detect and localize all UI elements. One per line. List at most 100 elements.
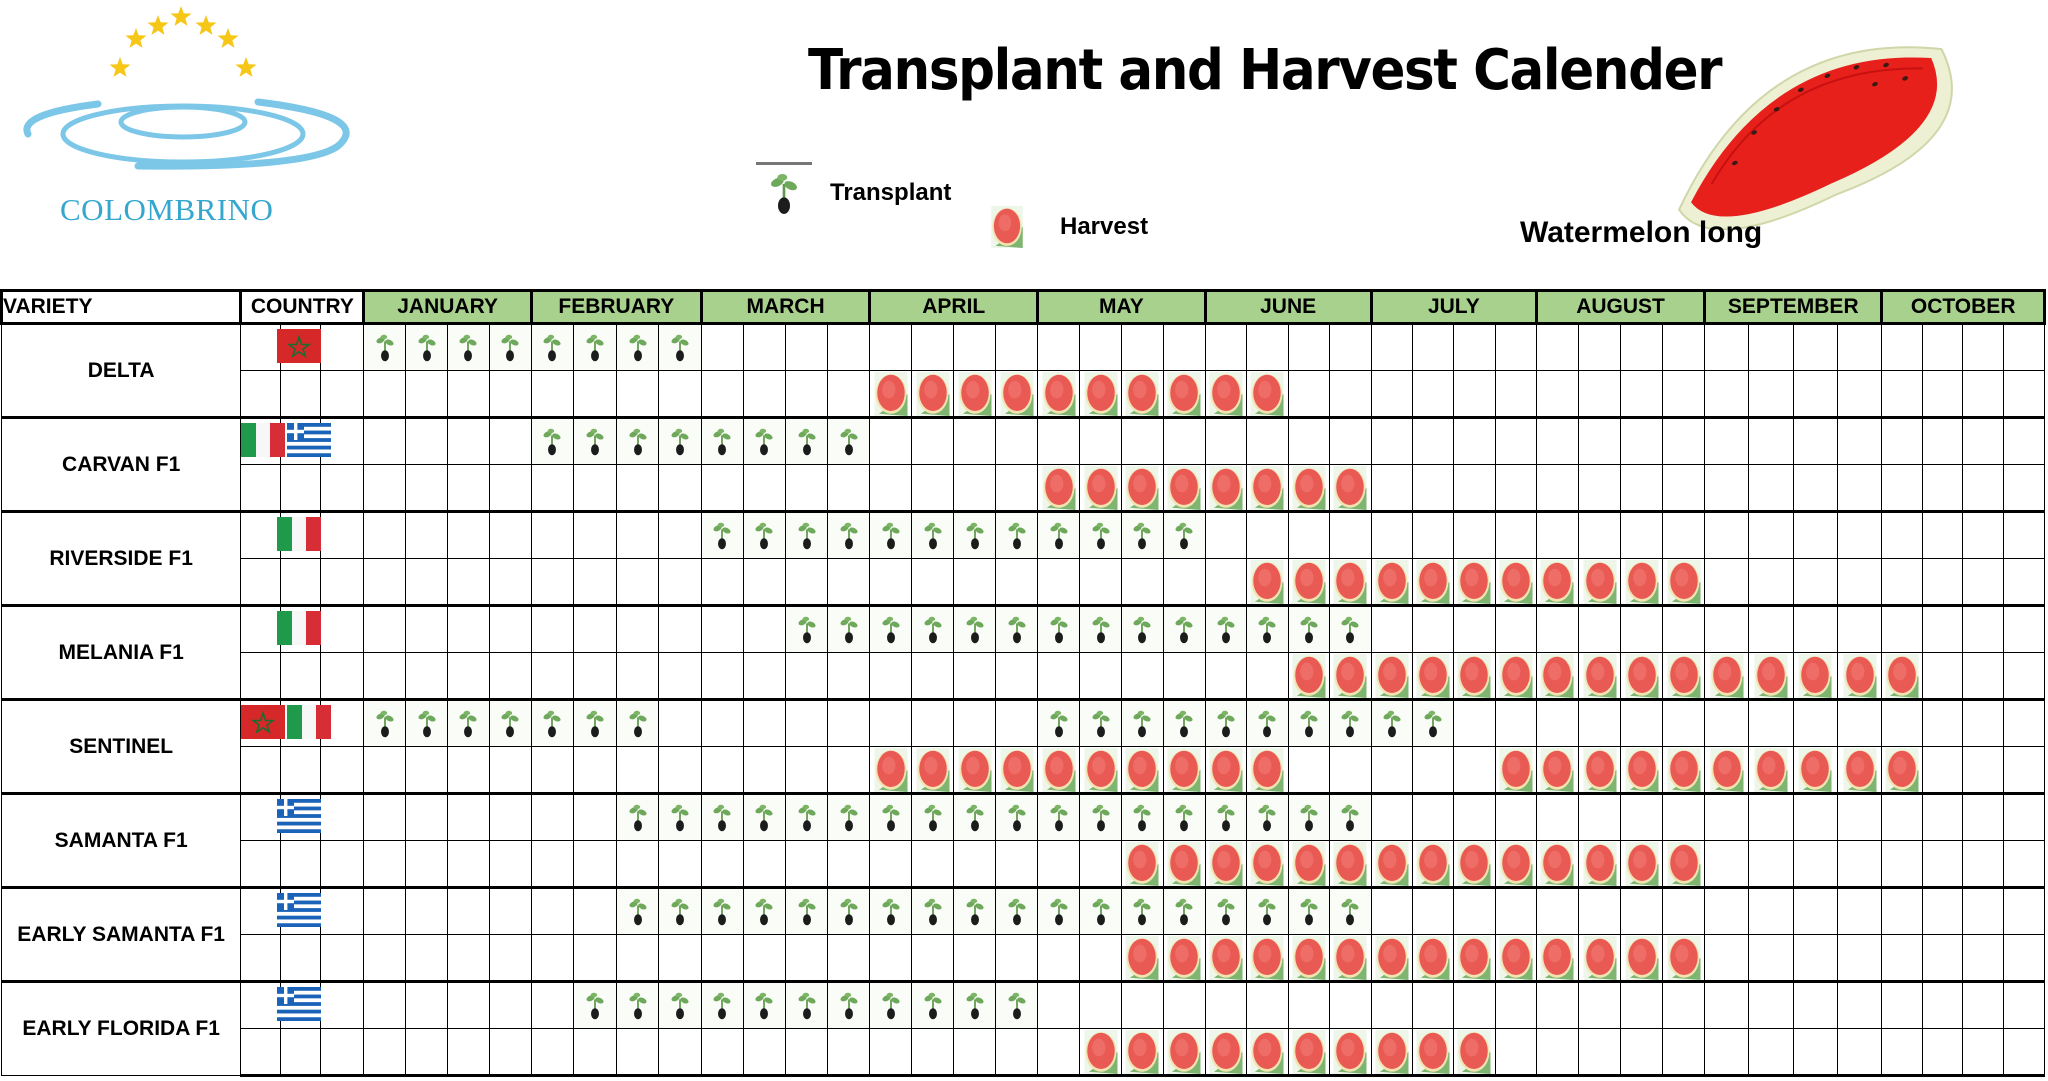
week-cell [1287,370,1331,418]
country-cell [320,934,365,982]
week-cell [1494,792,1537,841]
week-cell [1246,604,1289,653]
week-cell [1704,698,1750,747]
week-cell [1412,416,1455,465]
week-cell [1246,510,1289,559]
week-cell [1079,886,1122,935]
week-cell [1962,1028,2004,1077]
seedling-icon [828,607,870,652]
week-cell [447,698,490,747]
week-cell [1120,652,1164,700]
week-cell [953,886,997,935]
watermelon-icon [1663,747,1704,792]
week-cell [1577,792,1622,841]
week-cell [1620,322,1664,371]
week-cell [1204,464,1248,512]
country-cell [240,370,282,418]
watermelon-icon [1579,747,1620,792]
week-cell [1792,558,1839,606]
week-cell [1370,558,1414,606]
country-cell [240,792,322,841]
week-cell [658,322,702,371]
header-variety: VARIETY [0,289,243,325]
watermelon-icon [1794,747,1837,792]
week-cell [1412,558,1455,606]
week-cell [615,840,660,888]
table-row: EARLY FLORIDA F1 [0,980,2045,1076]
watermelon-icon [1882,747,1922,792]
week-cell [1037,840,1081,888]
week-cell [1577,604,1622,653]
week-cell [405,698,449,747]
week-cell [488,510,532,559]
week-cell [869,322,913,371]
watermelon-icon [1247,465,1288,510]
week-cell [447,416,490,465]
watermelon-icon [986,206,1028,248]
week-cell [995,510,1039,559]
seedling-icon [828,795,870,840]
week-cell [742,698,787,747]
week-cell [615,464,660,512]
week-cell [1535,370,1579,418]
week-cell [530,792,575,841]
watermelon-icon [1080,371,1121,416]
watermelon-icon [1289,935,1330,980]
week-cell [2003,698,2045,747]
week-cell [1370,322,1414,371]
week-cell [405,558,449,606]
week-cell [1577,980,1622,1029]
seedling-icon [996,795,1038,840]
week-cell [1662,558,1706,606]
week-cell [530,604,575,653]
week-cell [405,980,449,1029]
week-cell [488,1028,532,1077]
week-cell [363,840,407,888]
week-cell [488,416,532,465]
week-cell [1494,558,1537,606]
watermelon-icon [1247,935,1288,980]
week-cell [1494,604,1537,653]
watermelon-icon [1122,935,1163,980]
week-cell [1079,934,1122,982]
week-cell [785,604,829,653]
week-cell [1412,980,1455,1029]
seedling-icon [870,795,912,840]
week-cell [1748,934,1794,982]
week-cell [869,934,913,982]
week-cell [658,698,702,747]
week-cell [1535,886,1579,935]
watermelon-icon [1705,747,1748,792]
week-cell [488,558,532,606]
week-cell [1704,934,1750,982]
week-cell [1881,322,1923,371]
week-cell [658,746,702,794]
week-cell [785,416,829,465]
week-cell [1748,840,1794,888]
week-cell [1204,746,1248,794]
week-cell [1748,416,1794,465]
week-cell [1792,370,1839,418]
watermelon-icon [1289,559,1330,604]
week-cell [658,370,702,418]
week-cell [1453,1028,1496,1077]
watermelon-icon [1454,559,1494,604]
calendar-table: VARIETY COUNTRY JANUARY FEBRUARY MARCH APRI… [0,289,2048,1081]
week-cell [615,1028,660,1077]
table-row: EARLY SAMANTA F1 [0,886,2045,982]
week-cell [363,980,407,1029]
month-header-august: AUGUST [1534,289,1707,325]
watermelon-icon [1454,1029,1494,1074]
week-cell [447,510,490,559]
watermelon-icon [1330,559,1371,604]
week-cell [530,698,575,747]
week-cell [700,322,744,371]
table-row: MELANIA F1 [0,604,2045,700]
watermelon-icon [1705,653,1748,698]
week-cell [573,980,617,1029]
watermelon-icon [1663,841,1704,886]
week-cell [447,558,490,606]
week-cell [1079,604,1122,653]
country-cell [280,840,322,888]
week-cell [1921,934,1964,982]
